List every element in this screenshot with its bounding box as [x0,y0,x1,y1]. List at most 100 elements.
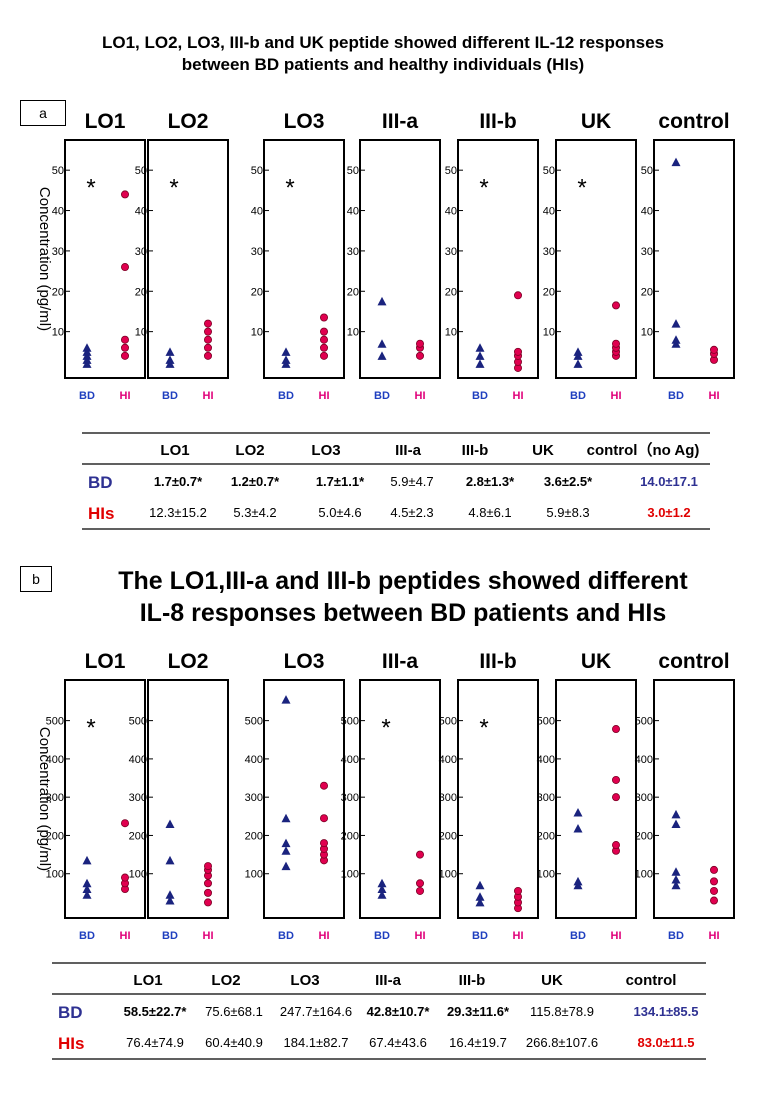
table-cell: 3.6±2.5* [544,474,593,489]
panel-iii-a: III-a 10 20 30 40 50 BD HI [347,110,441,402]
y-tick-label: 50 [543,165,555,177]
bd-group-label: BD [162,930,178,942]
table-column-header: UK [532,442,554,459]
table-column-header: LO2 [211,972,240,989]
y-tick-label: 40 [52,206,64,218]
y-tick-label: 100 [341,869,359,881]
table-cell: 115.8±78.9 [530,1004,594,1019]
hi-group-label: HI [120,930,131,942]
hi-point [612,775,621,784]
y-tick-label: 500 [245,716,263,728]
y-tick-label: 20 [52,286,64,298]
y-tick-label: 30 [641,246,653,258]
bd-point [671,874,681,884]
bd-group-label: BD [570,930,586,942]
hi-point [415,351,424,360]
panel-control: control 10 20 30 40 50 BD HI [641,110,735,402]
bd-point [82,890,92,899]
table-cell: 2.8±1.3* [466,474,515,489]
panel-title: III-a [382,650,418,673]
hi-point [415,886,424,895]
y-tick-label: 30 [445,246,457,258]
hi-point [203,335,212,344]
panel-lo1: LO1 10 20 30 40 50 * BD HI [52,110,146,402]
bd-group-label: BD [278,930,294,942]
panel-title: UK [581,110,611,133]
bd-point [671,157,681,167]
panel-iii-b: III-b 10 20 30 40 50 * BD HI [445,110,539,402]
chart-title-line-1: LO1, LO2, LO3, III-b and UK peptide show… [101,33,665,52]
y-tick-label: 200 [245,830,263,842]
chart-title: LO1, LO2, LO3, III-b and UK peptide show… [0,32,766,76]
panel-frame [653,139,735,379]
panel-frame [147,679,229,919]
table-cell: 5.9±8.3 [546,505,589,520]
y-tick-label: 20 [251,286,263,298]
panel-iii-b: III-b 100 200 300 400 500 * BD HI [439,650,539,942]
significance-star: * [381,715,390,742]
panel-a-label: a [20,100,66,126]
significance-star: * [86,715,95,742]
table-column-header: LO3 [290,972,319,989]
y-tick-label: 50 [251,165,263,177]
table-cell: 3.0±1.2 [647,505,690,520]
bd-point [671,867,681,876]
panel-frame [263,139,345,379]
bd-point [671,819,681,828]
significance-star: * [479,175,488,202]
table-column-header: control [626,972,677,989]
y-tick-label: 50 [347,165,359,177]
table-cell: 29.3±11.6* [447,1004,510,1019]
bd-point [475,351,485,360]
hi-point [319,781,328,790]
y-tick-label: 20 [445,286,457,298]
table-cell: 60.4±40.9 [205,1035,263,1050]
y-tick-label: 30 [347,246,359,258]
panel-title: control [658,650,729,673]
bd-point [671,335,681,344]
panel-lo3: LO3 100 200 300 400 500 BD HI [245,650,345,942]
panel-lo3: LO3 10 20 30 40 50 * BD HI [251,110,345,402]
y-tick-label: 500 [129,716,147,728]
y-tick-label: 10 [135,327,147,339]
bd-point [377,890,387,899]
table-cell: 134.1±85.5 [634,1004,699,1019]
y-tick-label: 300 [439,792,457,804]
il8-summary-table: LO1 LO2 LO3 III-a III-b UK control BD 58.5±22.7*… [52,962,706,1060]
hi-group-label: HI [319,930,330,942]
significance-star: * [577,175,586,202]
y-tick-label: 300 [635,792,653,804]
table-column-header: III-b [462,442,489,459]
significance-star: * [285,175,294,202]
bd-point [573,876,583,886]
y-tick-label: 300 [129,792,147,804]
y-tick-label: 200 [129,830,147,842]
hi-point [121,819,130,828]
hi-point [710,865,719,874]
hi-group-label: HI [611,930,622,942]
hi-point [203,319,212,328]
table-cell: 5.9±4.7 [390,474,433,489]
table-column-header: control（no Ag) [587,441,700,459]
hi-point [121,263,130,272]
bd-point [165,347,175,356]
il8-scatter-chart: Concentration (pg/ml) LO1 100 200 300 400 500 *… [36,650,735,942]
panel-b-label: b [20,566,52,592]
panel-lo2: LO2 100 200 300 400 500 BD HI [129,650,229,942]
bd-group-label: BD [79,930,95,942]
bd-point [475,343,485,352]
hi-group-label: HI [319,390,330,402]
hi-point [415,879,424,888]
bd-point [573,807,583,817]
hi-point [319,343,328,352]
hi-point [121,335,130,344]
bd-point [475,892,485,901]
hi-group-label: HI [709,390,720,402]
y-tick-label: 400 [439,754,457,766]
y-tick-label: 50 [445,165,457,177]
bd-group-label: BD [162,390,178,402]
y-tick-label: 50 [641,165,653,177]
panel-title: LO1 [85,650,126,673]
panel-b-title: The LO1,III-a and III-b peptides showed … [40,565,766,629]
panel-b-title-line-1: The LO1,III-a and III-b peptides showed … [118,567,688,595]
